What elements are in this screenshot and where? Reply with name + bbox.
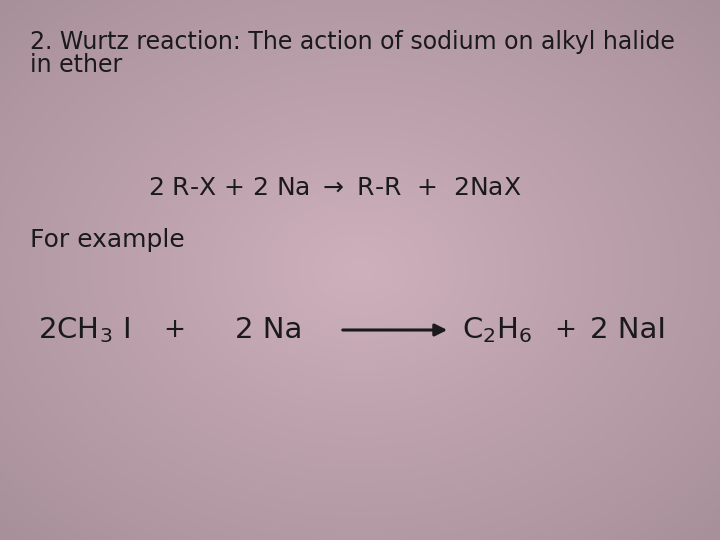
Text: in ether: in ether [30,53,122,77]
Text: +: + [163,317,185,343]
Text: 2 NaI: 2 NaI [590,316,666,344]
Text: +: + [554,317,576,343]
Text: For example: For example [30,228,185,252]
Text: 2CH$_3$ I: 2CH$_3$ I [38,315,130,345]
Text: C$_2$H$_6$: C$_2$H$_6$ [462,315,532,345]
Text: 2 Na: 2 Na [235,316,302,344]
Text: 2 R-X + 2 Na $\rightarrow$ R-R  +  2NaX: 2 R-X + 2 Na $\rightarrow$ R-R + 2NaX [148,176,522,200]
Text: 2. Wurtz reaction: The action of sodium on alkyl halide: 2. Wurtz reaction: The action of sodium … [30,30,675,54]
